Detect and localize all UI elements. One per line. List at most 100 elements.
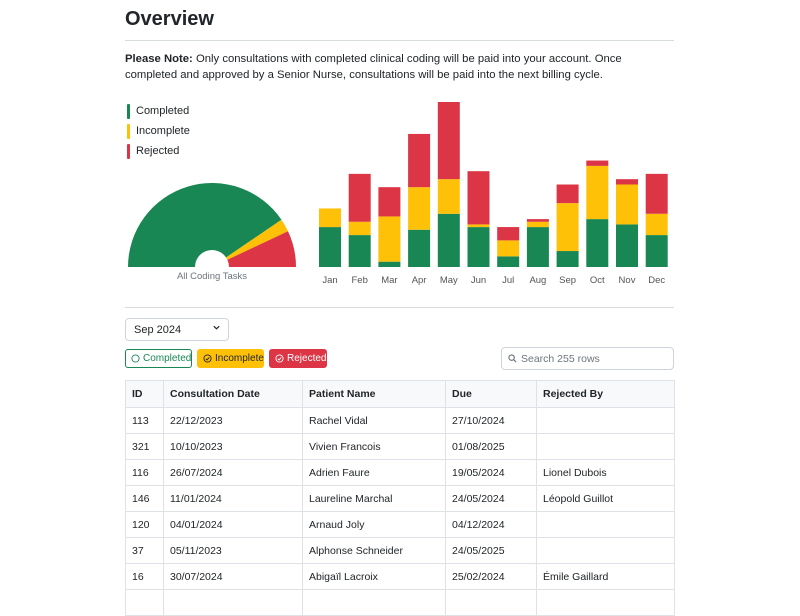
bar-may-completed [437,213,460,267]
legend-swatch-incomplete [127,123,130,139]
page-title: Overview [125,8,214,30]
bar-nov-incomplete [616,184,638,225]
billing-note: Please Note: Only consultations with com… [125,51,674,83]
table-row[interactable]: 113 22/12/2023 Rachel Vidal 27/10/2024 [125,407,675,434]
legend-item-completed: Completed [127,101,190,121]
legend-swatch-completed [127,103,130,119]
filter-completed-button[interactable]: Completed [125,349,192,368]
cell-consultation-date [163,589,303,616]
bar-aug-incomplete [526,221,549,228]
bar-jun-incomplete [467,224,490,228]
cell-patient-name: Arnaud Joly [302,511,446,538]
filter-incomplete-label: Incomplete [215,353,264,364]
cell-due [445,589,537,616]
table-row[interactable]: 16 30/07/2024 Abigaïl Lacroix 25/02/2024… [125,563,675,590]
table-row[interactable]: 321 10/10/2023 Vivien Francois 01/08/202… [125,433,675,460]
table-row[interactable]: 120 04/01/2024 Arnaud Joly 04/12/2024 [125,511,675,538]
chevron-down-icon [213,325,220,330]
table-row[interactable]: 116 26/07/2024 Adrien Faure 19/05/2024 L… [125,459,675,486]
monthly-bar-chart: Jan Feb Mar Apr May Jun Jul Aug Sep Oct Nov Dec [319,102,668,286]
bar-sep-rejected [556,184,579,204]
table-row[interactable] [125,589,675,616]
cell-consultation-date: 05/11/2023 [163,537,303,564]
search-box[interactable] [501,347,674,370]
month-select[interactable]: Sep 2024 [125,318,229,341]
bar-feb-incomplete [348,221,371,236]
legend-item-incomplete: Incomplete [127,121,190,141]
bar-oct-completed [586,219,609,267]
x-tick-label: Jun [471,275,486,286]
section-divider [125,307,674,308]
cell-id: 321 [125,433,164,460]
cell-patient-name: Alphonse Schneider [302,537,446,564]
cell-rejected-by [536,433,675,460]
column-header-due[interactable]: Due [445,380,537,408]
bar-aug-completed [526,227,549,267]
column-header-consultation-date[interactable]: Consultation Date [163,380,303,408]
cell-id [125,589,164,616]
bar-jan-completed [319,227,341,267]
cell-due: 25/02/2024 [445,563,537,590]
bar-dec-rejected [645,173,668,214]
bar-jun-rejected [467,171,490,225]
bar-oct-rejected [586,160,609,166]
column-header-id[interactable]: ID [125,380,164,408]
legend-label-rejected: Rejected [136,145,180,157]
consultations-table-container: ID Consultation Date Patient Name Due Re… [125,380,675,616]
cell-rejected-by [536,511,675,538]
table-row[interactable]: 37 05/11/2023 Alphonse Schneider 24/05/2… [125,537,675,564]
bar-sep-completed [556,251,579,267]
table-row[interactable]: 146 11/01/2024 Laureline Marchal 24/05/2… [125,485,675,512]
bar-feb-completed [348,235,371,267]
bar-nov-rejected [616,179,638,185]
x-tick-label: Mar [381,275,397,286]
gauge-caption: All Coding Tasks [176,271,248,282]
bar-may-rejected [437,102,460,180]
x-tick-label: Nov [619,275,636,286]
x-tick-label: Aug [529,275,546,286]
gauge-segment-rejected [227,231,296,267]
cell-due: 04/12/2024 [445,511,537,538]
filter-incomplete-button[interactable]: Incomplete [197,349,264,368]
cell-due: 19/05/2024 [445,459,537,486]
cell-consultation-date: 30/07/2024 [163,563,303,590]
month-select-value: Sep 2024 [134,323,182,336]
bar-jun-completed [467,227,490,267]
cell-consultation-date: 22/12/2023 [163,407,303,434]
note-text: Only consultations with completed clinic… [125,53,622,81]
x-tick-label: Jul [502,275,514,286]
cell-consultation-date: 26/07/2024 [163,459,303,486]
cell-consultation-date: 10/10/2023 [163,433,303,460]
bar-may-incomplete [437,179,460,214]
cell-consultation-date: 04/01/2024 [163,511,303,538]
cell-rejected-by: Émile Gaillard [536,563,675,590]
consultations-table: ID Consultation Date Patient Name Due Re… [125,380,675,616]
cell-patient-name: Vivien Francois [302,433,446,460]
cell-due: 27/10/2024 [445,407,537,434]
bar-apr-completed [408,229,431,267]
column-header-rejected-by[interactable]: Rejected By [536,380,675,408]
chart-legend: Completed Incomplete Rejected [127,101,190,161]
cell-patient-name: Rachel Vidal [302,407,446,434]
cell-due: 01/08/2025 [445,433,537,460]
filter-rejected-button[interactable]: Rejected [269,349,327,368]
search-input[interactable] [521,352,671,365]
cell-id: 146 [125,485,164,512]
bar-mar-rejected [378,187,401,217]
column-header-patient-name[interactable]: Patient Name [302,380,446,408]
x-tick-label: May [440,275,458,286]
cell-rejected-by [536,589,675,616]
cell-rejected-by: Léopold Guillot [536,485,675,512]
cell-patient-name [302,589,446,616]
bar-jul-incomplete [497,240,520,257]
bar-dec-incomplete [645,213,668,236]
note-label: Please Note: [125,53,193,65]
coding-gauge [128,183,296,267]
gauge-segment-completed [128,183,282,267]
bar-dec-completed [645,235,668,267]
cell-patient-name: Abigaïl Lacroix [302,563,446,590]
bar-jul-rejected [497,227,520,241]
bar-nov-completed [616,224,638,267]
x-tick-label: Oct [590,275,605,286]
filter-completed-label: Completed [143,353,192,364]
